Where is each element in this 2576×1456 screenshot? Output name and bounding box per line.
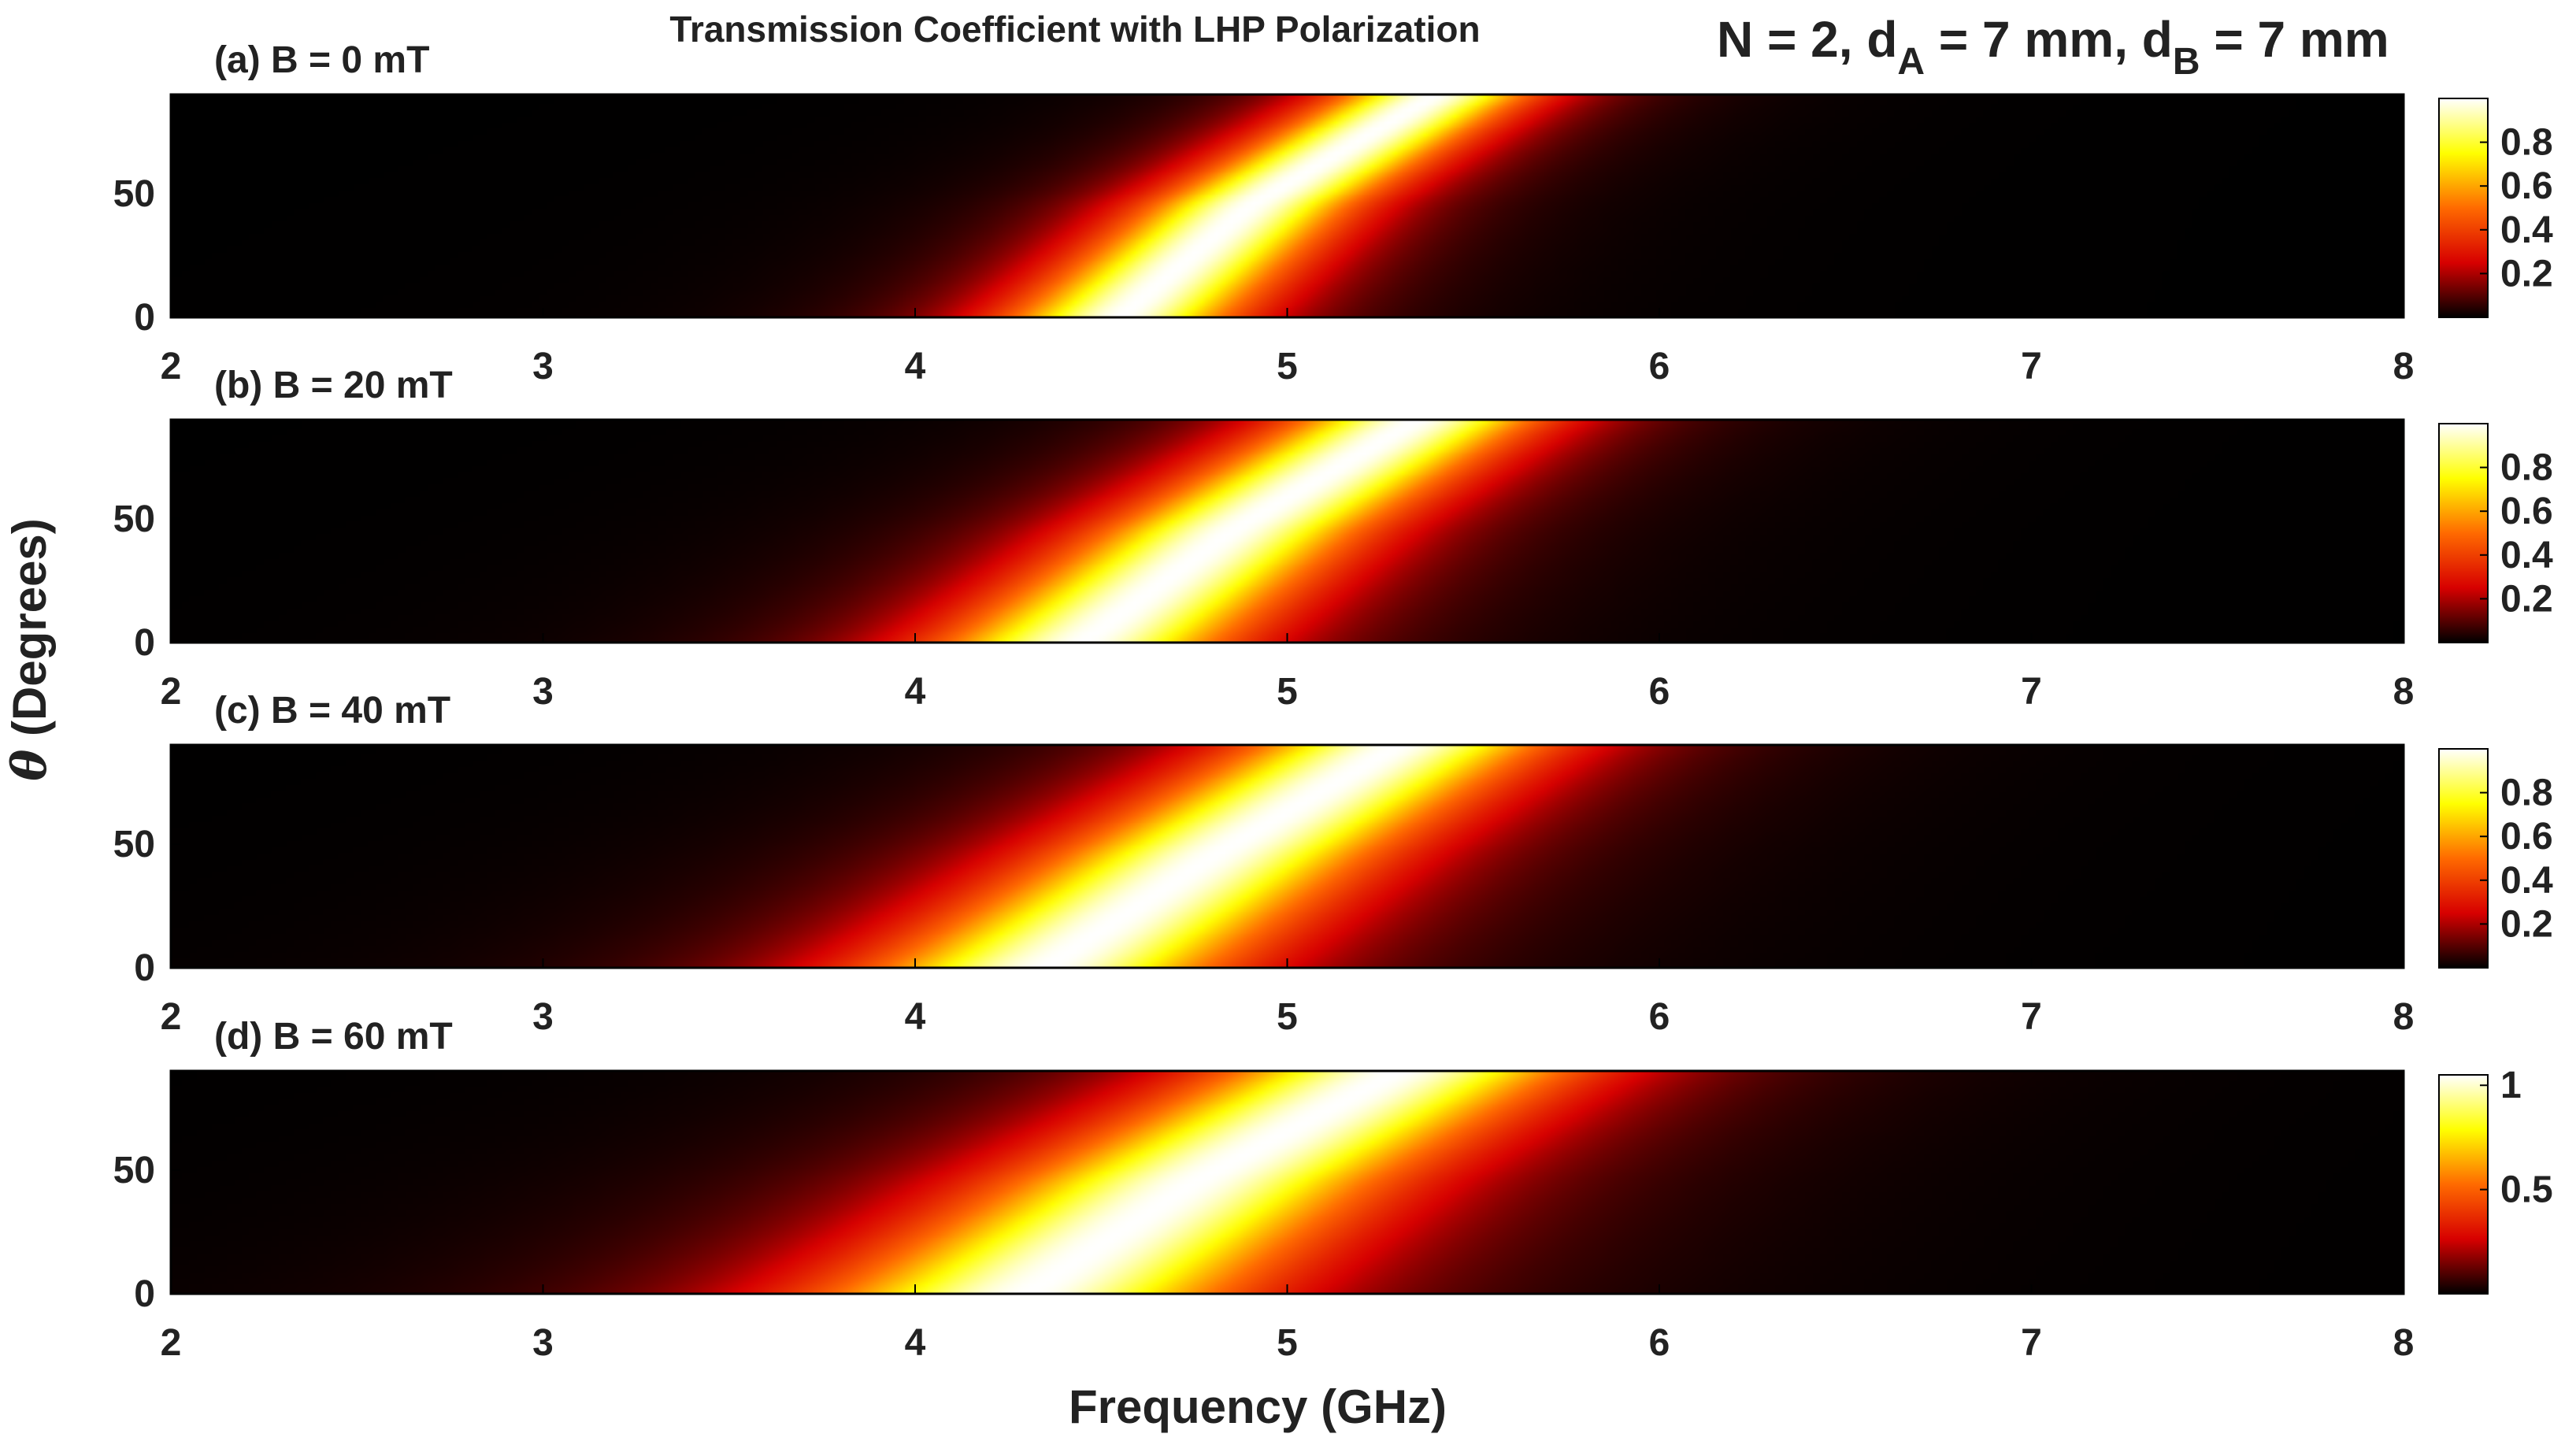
colorbar-tick-label: 0.8 <box>2500 122 2553 164</box>
x-tick-label: 5 <box>1277 1322 1298 1364</box>
y-tick-label: 0 <box>134 297 155 339</box>
y-tick-label: 50 <box>113 824 155 865</box>
heatmap-image <box>171 94 2404 317</box>
colorbar-tick-label: 0.4 <box>2500 209 2553 251</box>
colorbar-tick-label: 0.8 <box>2500 447 2553 489</box>
x-tick-label: 8 <box>2393 1322 2415 1364</box>
x-tick-label: 2 <box>161 346 182 387</box>
panel-label: (d) B = 60 mT <box>214 1016 453 1058</box>
x-tick-label: 3 <box>532 996 554 1038</box>
x-tick-label: 7 <box>2021 671 2042 713</box>
x-tick-label: 6 <box>1649 996 1670 1038</box>
x-tick-label: 3 <box>532 1322 554 1364</box>
colorbar <box>2438 98 2489 318</box>
panel-label: (a) B = 0 mT <box>214 39 429 81</box>
x-tick-label: 8 <box>2393 346 2415 387</box>
heatmap-image <box>171 1071 2404 1294</box>
panel-label: (c) B = 40 mT <box>214 690 450 732</box>
colorbar-tick-label: 0.2 <box>2500 253 2553 295</box>
colorbar <box>2438 1074 2489 1295</box>
y-axis-title: θ (Degrees) <box>2 518 57 780</box>
colorbar <box>2438 423 2489 643</box>
colorbar-tick-label: 0.6 <box>2500 165 2553 207</box>
x-axis-title: Frequency (GHz) <box>1069 1380 1447 1433</box>
heatmap-panel: (d) B = 60 mT 2 3 4 5 6 7 8 0 50 0.5 1 <box>113 1016 2553 1364</box>
heatmap-image <box>171 420 2404 643</box>
x-tick-label: 4 <box>905 346 926 387</box>
colorbar-tick-label: 0.8 <box>2500 772 2553 814</box>
x-tick-label: 5 <box>1277 346 1298 387</box>
x-tick-label: 2 <box>161 996 182 1038</box>
x-tick-label: 4 <box>905 671 926 713</box>
colorbar-tick-label: 0.6 <box>2500 816 2553 858</box>
y-tick-label: 50 <box>113 1150 155 1191</box>
x-tick-label: 3 <box>532 671 554 713</box>
panel-label: (b) B = 20 mT <box>214 365 453 406</box>
x-tick-label: 7 <box>2021 996 2042 1038</box>
parameters-label: N = 2, dA = 7 mm, dB = 7 mm <box>1717 11 2389 83</box>
figure-title: Transmission Coefficient with LHP Polari… <box>669 9 1480 50</box>
y-tick-label: 50 <box>113 498 155 540</box>
y-tick-label: 0 <box>134 622 155 664</box>
x-tick-label: 6 <box>1649 346 1670 387</box>
colorbar-tick-label: 0.2 <box>2500 903 2553 945</box>
colorbar-tick-label: 1 <box>2500 1065 2522 1106</box>
x-tick-label: 4 <box>905 996 926 1038</box>
x-tick-label: 5 <box>1277 996 1298 1038</box>
x-tick-label: 8 <box>2393 671 2415 713</box>
x-tick-label: 3 <box>532 346 554 387</box>
colorbar-tick-label: 0.5 <box>2500 1169 2553 1211</box>
heatmap-panel: (a) B = 0 mT 2 3 4 5 6 7 8 0 50 0.20.40.60.8 <box>113 39 2553 387</box>
colorbar-tick-label: 0.4 <box>2500 535 2553 576</box>
x-tick-label: 4 <box>905 1322 926 1364</box>
y-tick-label: 0 <box>134 947 155 989</box>
x-tick-label: 7 <box>2021 1322 2042 1364</box>
heatmap-panel: (c) B = 40 mT 2 3 4 5 6 7 8 0 50 0.20.40.60.8 <box>113 690 2553 1038</box>
x-tick-label: 6 <box>1649 671 1670 713</box>
x-tick-label: 5 <box>1277 671 1298 713</box>
colorbar-tick-label: 0.2 <box>2500 578 2553 620</box>
heatmap-panel: (b) B = 20 mT 2 3 4 5 6 7 8 0 50 0.20.40.60.8 <box>113 365 2553 713</box>
x-tick-label: 7 <box>2021 346 2042 387</box>
x-tick-label: 2 <box>161 671 182 713</box>
y-tick-label: 0 <box>134 1273 155 1315</box>
colorbar-tick-label: 0.6 <box>2500 491 2553 532</box>
colorbar-tick-label: 0.4 <box>2500 860 2553 902</box>
heatmap-image <box>171 745 2404 968</box>
y-tick-label: 50 <box>113 173 155 215</box>
x-tick-label: 6 <box>1649 1322 1670 1364</box>
x-tick-label: 8 <box>2393 996 2415 1038</box>
x-tick-label: 2 <box>161 1322 182 1364</box>
colorbar <box>2438 748 2489 969</box>
